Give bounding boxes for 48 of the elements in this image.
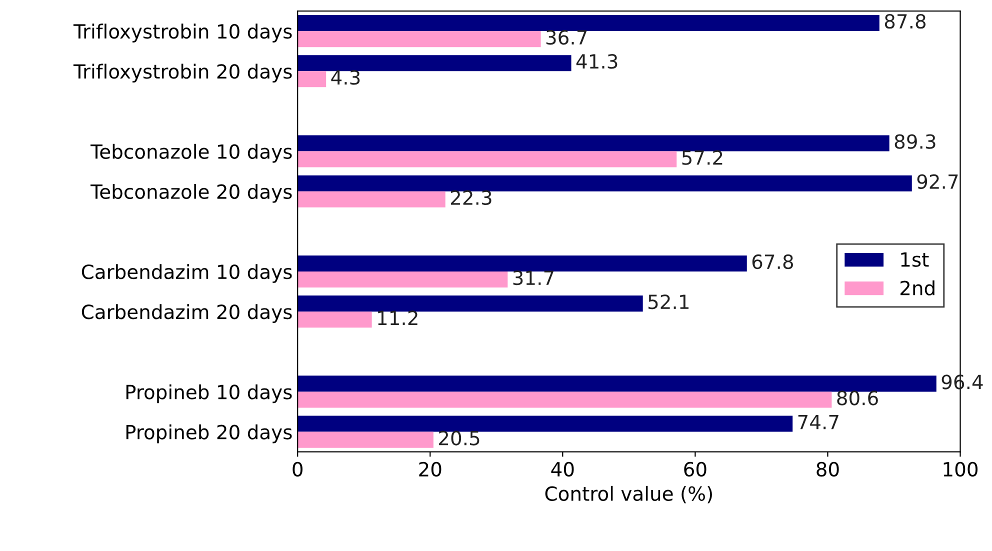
- y-tick-label: Propineb 20 days: [126, 424, 292, 444]
- data-label: 31.7: [513, 270, 554, 286]
- data-label: 36.7: [546, 30, 587, 45]
- x-tick-label: 60: [684, 462, 706, 477]
- y-tick-label: Trifloxystrobin 10 days: [73, 24, 292, 42]
- y-tick-label: Propineb 10 days: [126, 384, 292, 404]
- data-label: 20.5: [439, 430, 480, 446]
- bar: [298, 416, 793, 432]
- bar: [298, 135, 890, 152]
- bar: [298, 255, 747, 272]
- data-label: 92.7: [917, 174, 958, 189]
- data-label: 87.8: [884, 14, 926, 29]
- data-label: 11.2: [378, 310, 418, 325]
- bar: [298, 376, 936, 392]
- y-tick-label: Tebconazole 20 days: [90, 184, 292, 203]
- data-label: 41.3: [576, 54, 618, 69]
- bar: [298, 71, 326, 88]
- legend-label: 1st: [901, 252, 929, 267]
- y-tick-label: Carbendazim 20 days: [82, 304, 292, 323]
- bar: [298, 432, 434, 448]
- bar: [298, 15, 880, 32]
- y-tick-label: Trifloxystrobin 20 days: [73, 64, 292, 83]
- x-tick-label: 0: [292, 462, 302, 477]
- data-label: 4.3: [331, 70, 360, 85]
- x-tick-label: 100: [944, 462, 978, 477]
- data-label: 22.3: [450, 190, 492, 206]
- y-tick-label: Carbendazim 10 days: [82, 264, 292, 283]
- x-tick-label: 20: [419, 462, 442, 477]
- bar: [298, 271, 508, 288]
- x-tick-label: 40: [551, 462, 574, 477]
- legend-label: 2nd: [900, 280, 934, 296]
- bar: [298, 55, 572, 72]
- bar: [298, 296, 643, 312]
- data-label: 80.6: [837, 390, 878, 406]
- bar: [298, 312, 372, 328]
- x-tick-label: 80: [816, 462, 839, 477]
- data-label: 67.8: [752, 254, 794, 270]
- data-label: 57.2: [682, 150, 722, 165]
- bar: [298, 392, 832, 408]
- x-axis-title: Control value (%): [545, 486, 712, 504]
- bar: [298, 31, 541, 48]
- data-label: 74.7: [798, 414, 838, 430]
- bar: [298, 175, 912, 192]
- bar: [298, 191, 446, 208]
- bar: [298, 151, 677, 168]
- data-label: 52.1: [648, 294, 689, 310]
- y-tick-label: Tebconazole 10 days: [90, 144, 292, 163]
- data-label: 89.3: [894, 134, 936, 149]
